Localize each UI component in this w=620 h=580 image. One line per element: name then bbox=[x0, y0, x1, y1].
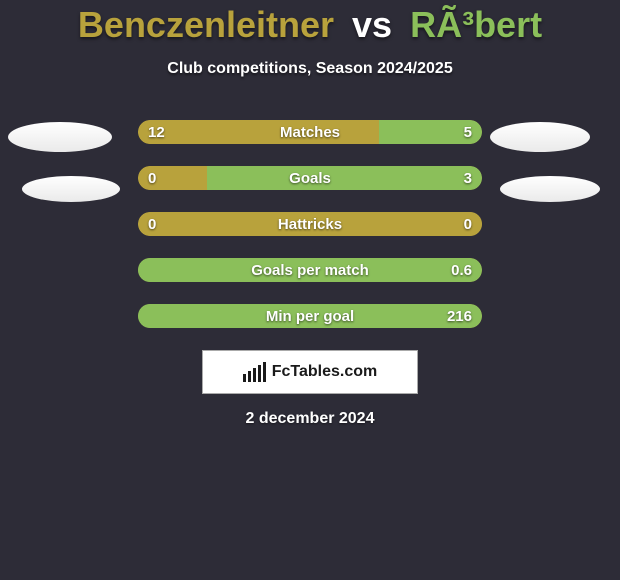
right-value: 0.6 bbox=[451, 258, 472, 282]
date-label: 2 december 2024 bbox=[0, 410, 620, 428]
metric-label: Min per goal bbox=[138, 304, 482, 328]
stat-row: 0Hattricks0 bbox=[138, 212, 482, 236]
right-value: 3 bbox=[464, 166, 472, 190]
vs-label: vs bbox=[352, 4, 392, 45]
comparison-bars: 12Matches50Goals30Hattricks0Goals per ma… bbox=[138, 120, 482, 328]
avatar-ellipse bbox=[22, 176, 120, 202]
bars-chart-icon bbox=[243, 362, 266, 382]
metric-label: Goals per match bbox=[138, 258, 482, 282]
fctables-logo: FcTables.com bbox=[202, 350, 418, 394]
player2-name: RÃ³bert bbox=[410, 4, 542, 45]
metric-label: Hattricks bbox=[138, 212, 482, 236]
right-value: 0 bbox=[464, 212, 472, 236]
stat-row: 12Matches5 bbox=[138, 120, 482, 144]
stat-row: Goals per match0.6 bbox=[138, 258, 482, 282]
subtitle: Club competitions, Season 2024/2025 bbox=[0, 60, 620, 78]
stat-row: 0Goals3 bbox=[138, 166, 482, 190]
page-title: Benczenleitner vs RÃ³bert bbox=[0, 0, 620, 46]
comparison-stage: Benczenleitner vs RÃ³bert Club competiti… bbox=[0, 0, 620, 428]
right-value: 5 bbox=[464, 120, 472, 144]
player1-name: Benczenleitner bbox=[78, 4, 334, 45]
brand-text: FcTables.com bbox=[272, 363, 378, 381]
avatar-ellipse bbox=[8, 122, 112, 152]
metric-label: Goals bbox=[138, 166, 482, 190]
right-value: 216 bbox=[447, 304, 472, 328]
stat-row: Min per goal216 bbox=[138, 304, 482, 328]
avatar-ellipse bbox=[490, 122, 590, 152]
avatar-ellipse bbox=[500, 176, 600, 202]
metric-label: Matches bbox=[138, 120, 482, 144]
